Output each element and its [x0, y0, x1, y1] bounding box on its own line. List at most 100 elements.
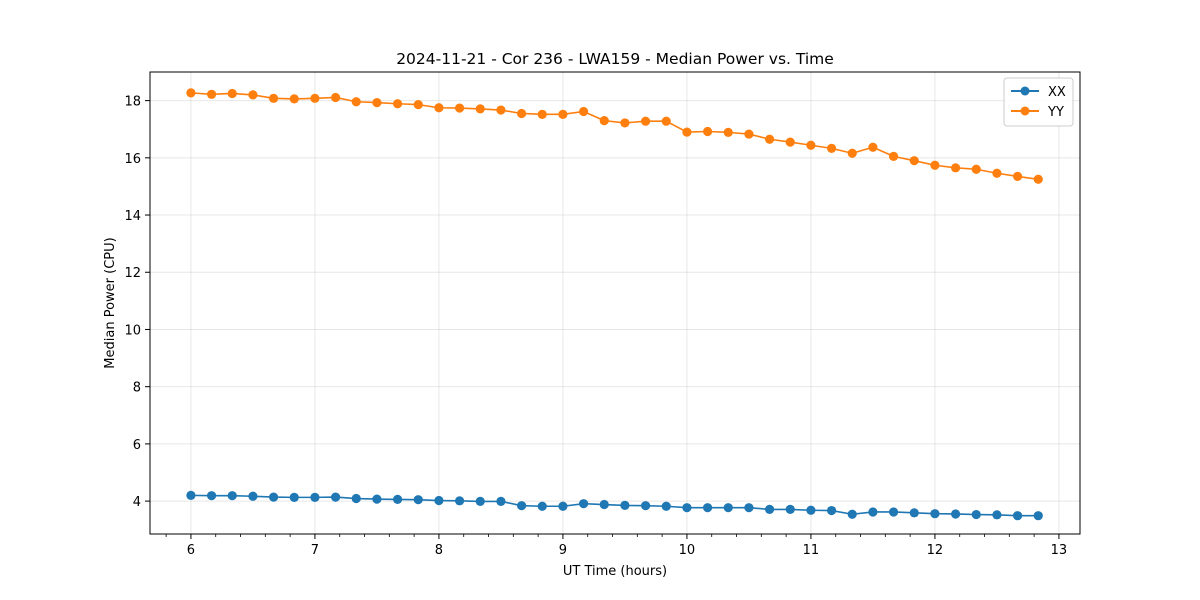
- chart-title: 2024-11-21 - Cor 236 - LWA159 - Median P…: [396, 50, 834, 68]
- x-tick-label: 8: [435, 543, 443, 558]
- x-tick-label: 12: [927, 543, 944, 558]
- data-point-xx: [413, 495, 423, 505]
- legend-label-xx: XX: [1048, 85, 1066, 100]
- y-tick-label: 10: [124, 323, 141, 338]
- data-point-xx: [868, 507, 878, 517]
- data-point-xx: [310, 492, 320, 502]
- axis-ticks: 6 7 8 9 10 11 12 13 4 6 8 10 12 14 16 18: [124, 95, 1067, 558]
- y-tick-label: 4: [133, 495, 141, 510]
- data-point-xx: [764, 504, 775, 514]
- data-point-xx: [826, 505, 837, 516]
- x-tick-label: 13: [1051, 543, 1068, 558]
- data-point-xx: [682, 503, 692, 513]
- data-point-yy: [496, 105, 506, 115]
- data-point-yy: [372, 98, 382, 108]
- data-point-xx: [888, 507, 899, 517]
- data-point-xx: [454, 496, 465, 506]
- data-point-yy: [206, 89, 217, 99]
- y-tick-label: 12: [124, 266, 141, 281]
- data-point-yy: [744, 129, 754, 139]
- y-tick-label: 14: [124, 209, 141, 224]
- data-point-xx: [372, 494, 382, 504]
- data-point-yy: [516, 108, 527, 119]
- x-tick-label: 6: [187, 543, 195, 558]
- data-point-yy: [682, 127, 692, 137]
- data-point-yy: [248, 90, 258, 100]
- data-point-xx: [661, 501, 671, 511]
- data-point-yy: [186, 88, 196, 98]
- data-point-yy: [413, 100, 423, 110]
- data-point-xx: [971, 509, 981, 520]
- data-point-xx: [537, 501, 547, 511]
- series-layer: [186, 88, 1043, 521]
- data-point-xx: [806, 505, 816, 515]
- data-point-xx: [930, 509, 940, 519]
- data-point-yy: [950, 163, 961, 173]
- data-point-xx: [289, 492, 299, 502]
- data-point-yy: [434, 103, 444, 113]
- data-point-xx: [640, 501, 651, 511]
- data-point-yy: [599, 116, 609, 126]
- data-point-yy: [847, 148, 857, 158]
- x-tick-label: 9: [559, 543, 567, 558]
- data-point-xx: [744, 503, 754, 513]
- data-point-yy: [661, 116, 671, 126]
- grid-lines: [150, 72, 1080, 534]
- data-point-xx: [351, 493, 361, 504]
- data-point-xx: [434, 495, 444, 506]
- data-point-yy: [723, 127, 733, 137]
- data-point-xx: [992, 510, 1002, 520]
- data-point-yy: [289, 94, 299, 104]
- data-point-xx: [1033, 511, 1043, 521]
- data-point-yy: [1033, 174, 1043, 184]
- data-point-yy: [578, 106, 589, 117]
- data-point-yy: [475, 104, 485, 114]
- data-point-yy: [992, 168, 1002, 178]
- data-point-xx: [330, 492, 341, 502]
- legend: XX YY: [1003, 77, 1074, 127]
- data-point-yy: [454, 103, 465, 113]
- y-tick-label: 16: [124, 152, 141, 167]
- data-point-yy: [868, 142, 878, 152]
- y-tick-label: 6: [133, 438, 141, 453]
- data-point-yy: [620, 118, 630, 128]
- x-tick-label: 11: [803, 543, 820, 558]
- data-point-yy: [1012, 171, 1023, 182]
- y-tick-label: 8: [133, 381, 141, 396]
- y-tick-label: 18: [124, 95, 141, 110]
- data-point-yy: [537, 109, 547, 119]
- data-point-yy: [785, 137, 795, 147]
- data-point-yy: [268, 93, 279, 103]
- data-point-yy: [888, 151, 899, 161]
- data-point-yy: [930, 160, 940, 170]
- data-point-xx: [599, 499, 609, 510]
- legend-marker-xx: [1020, 86, 1030, 96]
- data-point-xx: [186, 490, 196, 500]
- data-point-xx: [620, 500, 630, 510]
- data-point-xx: [1012, 511, 1023, 521]
- data-point-xx: [847, 509, 857, 519]
- data-point-xx: [723, 503, 733, 513]
- data-point-yy: [558, 109, 568, 119]
- data-point-yy: [702, 126, 713, 137]
- data-point-yy: [351, 97, 361, 107]
- data-point-xx: [950, 509, 961, 519]
- data-point-yy: [909, 156, 919, 166]
- data-point-xx: [558, 501, 568, 511]
- x-axis-label: UT Time (hours): [563, 564, 667, 579]
- data-point-yy: [826, 143, 837, 153]
- data-point-xx: [268, 492, 279, 502]
- data-point-xx: [227, 491, 237, 501]
- x-tick-label: 10: [679, 543, 696, 558]
- data-point-yy: [227, 88, 237, 99]
- plot-frame: [149, 71, 1081, 535]
- y-axis-label: Median Power (CPU): [103, 237, 118, 368]
- data-point-xx: [516, 501, 527, 511]
- data-point-xx: [578, 499, 589, 509]
- data-point-xx: [909, 508, 919, 518]
- data-point-yy: [392, 99, 403, 109]
- data-point-yy: [971, 164, 981, 174]
- data-point-xx: [702, 503, 713, 513]
